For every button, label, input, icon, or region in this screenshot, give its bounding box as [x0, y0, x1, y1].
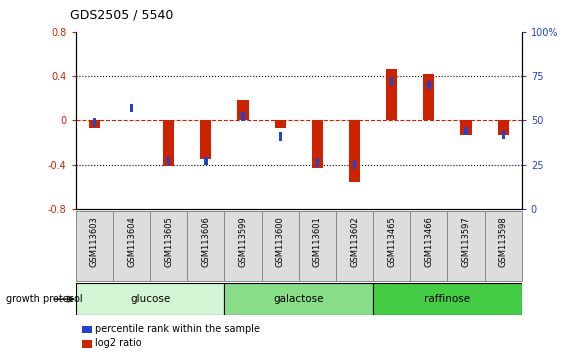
Bar: [461, 120, 472, 135]
Bar: [241, 113, 245, 121]
Bar: [201, 120, 212, 159]
Text: GDS2505 / 5540: GDS2505 / 5540: [70, 8, 173, 21]
Bar: [167, 156, 170, 166]
Bar: [465, 127, 468, 135]
Text: GSM113606: GSM113606: [201, 216, 210, 267]
Bar: [373, 283, 522, 315]
Text: galactose: galactose: [273, 294, 324, 304]
Bar: [484, 211, 522, 281]
Bar: [316, 159, 319, 167]
Text: raffinose: raffinose: [424, 294, 470, 304]
Bar: [410, 211, 447, 281]
Bar: [150, 211, 187, 281]
Text: GSM113599: GSM113599: [238, 216, 248, 267]
Bar: [237, 101, 248, 120]
Bar: [298, 211, 336, 281]
Bar: [386, 69, 397, 120]
Text: GSM113601: GSM113601: [313, 216, 322, 267]
Bar: [336, 211, 373, 281]
Bar: [353, 160, 356, 169]
Text: log2 ratio: log2 ratio: [95, 338, 142, 348]
Bar: [76, 283, 224, 315]
Text: GSM113600: GSM113600: [276, 216, 285, 267]
Bar: [498, 120, 509, 135]
Bar: [204, 156, 208, 166]
Text: GSM113598: GSM113598: [498, 216, 508, 267]
Text: GSM113597: GSM113597: [462, 216, 470, 267]
Bar: [501, 130, 505, 139]
Bar: [423, 74, 434, 120]
Bar: [224, 283, 373, 315]
Text: GSM113466: GSM113466: [424, 216, 433, 267]
Text: GSM113605: GSM113605: [164, 216, 173, 267]
Text: GSM113465: GSM113465: [387, 216, 396, 267]
Bar: [89, 120, 100, 128]
Bar: [427, 81, 430, 90]
Text: percentile rank within the sample: percentile rank within the sample: [95, 324, 260, 334]
Text: GSM113604: GSM113604: [127, 216, 136, 267]
Bar: [113, 211, 150, 281]
Text: growth protocol: growth protocol: [6, 294, 82, 304]
Bar: [447, 211, 484, 281]
Text: GSM113603: GSM113603: [90, 216, 99, 267]
Text: GSM113602: GSM113602: [350, 216, 359, 267]
Bar: [130, 104, 133, 113]
Bar: [163, 120, 174, 166]
Bar: [312, 120, 323, 168]
Bar: [349, 120, 360, 182]
Bar: [76, 211, 113, 281]
Bar: [390, 77, 394, 86]
Bar: [373, 211, 410, 281]
Text: glucose: glucose: [130, 294, 170, 304]
Bar: [224, 211, 262, 281]
Bar: [187, 211, 224, 281]
Bar: [262, 211, 298, 281]
Bar: [275, 120, 286, 128]
Bar: [93, 118, 96, 127]
Bar: [279, 132, 282, 141]
